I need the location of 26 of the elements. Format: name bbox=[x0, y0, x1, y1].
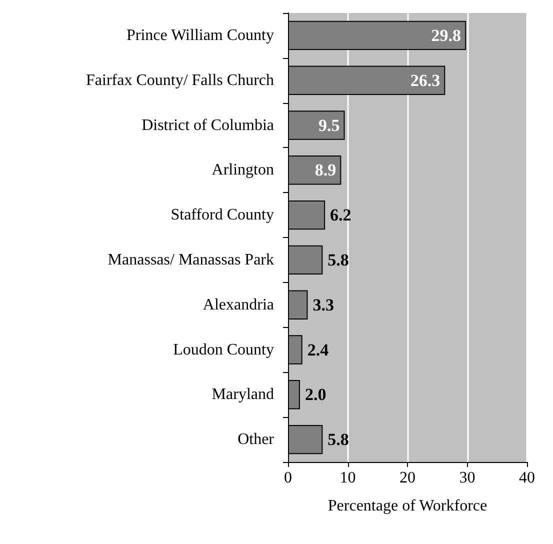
data-label: 26.3 bbox=[410, 70, 440, 90]
x-tick-label: 0 bbox=[284, 470, 292, 486]
y-tick-label: Stafford County bbox=[170, 206, 274, 224]
data-label: 29.8 bbox=[431, 26, 462, 45]
y-tick-label: Prince William County bbox=[126, 26, 274, 44]
y-tick-label: Manassas/ Manassas Park bbox=[108, 251, 274, 268]
x-tick-label: 20 bbox=[400, 470, 416, 486]
y-tick-label: Other bbox=[238, 431, 275, 448]
y-tick-label: District of Columbia bbox=[142, 116, 274, 134]
x-tick-label: 10 bbox=[340, 470, 356, 486]
x-tick-label: 30 bbox=[459, 470, 476, 486]
x-tick-label: 40 bbox=[519, 470, 535, 486]
data-label: 5.8 bbox=[328, 430, 349, 450]
y-tick-label: Maryland bbox=[212, 386, 274, 404]
y-tick-label: Arlington bbox=[212, 162, 274, 179]
data-label: 3.3 bbox=[312, 295, 334, 314]
y-tick-label: Loudon County bbox=[173, 341, 274, 358]
data-label: 6.2 bbox=[330, 206, 352, 225]
data-label: 2.0 bbox=[304, 385, 326, 404]
data-label: 8.9 bbox=[314, 160, 336, 180]
y-tick-label: Fairfax County/ Falls Church bbox=[86, 72, 274, 89]
data-label: 9.5 bbox=[318, 116, 340, 135]
data-label: 5.8 bbox=[328, 250, 349, 270]
data-label: 2.4 bbox=[307, 340, 330, 360]
y-tick-label: Alexandria bbox=[202, 296, 274, 314]
x-axis-title: Percentage of Workforce bbox=[328, 498, 488, 514]
